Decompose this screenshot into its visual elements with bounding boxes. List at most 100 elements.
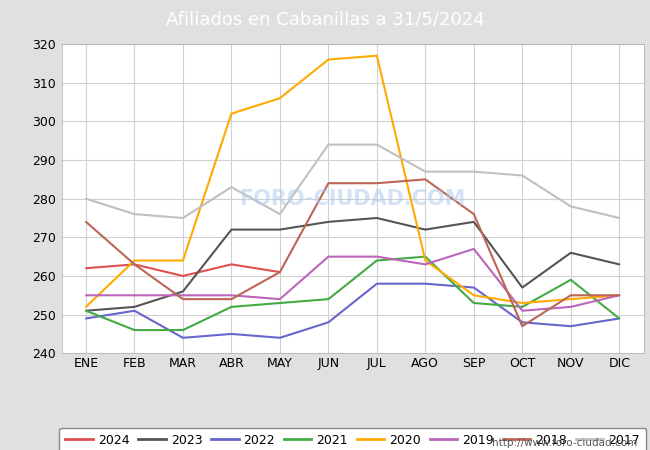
2018 <box>519 324 526 329</box>
2018 <box>227 297 235 302</box>
2021 <box>227 304 235 310</box>
2023 <box>324 219 332 225</box>
2019 <box>227 292 235 298</box>
2017 <box>616 215 623 220</box>
2021 <box>470 300 478 306</box>
2023 <box>82 308 90 314</box>
2021 <box>567 277 575 283</box>
2022 <box>276 335 284 341</box>
Line: 2020: 2020 <box>86 56 619 307</box>
2023 <box>567 250 575 256</box>
2018 <box>179 297 187 302</box>
2017 <box>324 142 332 147</box>
2019 <box>567 304 575 310</box>
2018 <box>567 292 575 298</box>
2023 <box>519 285 526 290</box>
2018 <box>82 219 90 225</box>
2023 <box>470 219 478 225</box>
2017 <box>373 142 381 147</box>
2024 <box>82 266 90 271</box>
2019 <box>421 261 429 267</box>
2020 <box>324 57 332 62</box>
2022 <box>324 320 332 325</box>
2021 <box>616 316 623 321</box>
2024 <box>276 270 284 275</box>
2023 <box>616 261 623 267</box>
Text: http://www.foro-ciudad.com: http://www.foro-ciudad.com <box>492 438 637 448</box>
2022 <box>131 308 138 314</box>
Text: FORO-CIUDAD.COM: FORO-CIUDAD.COM <box>239 189 466 209</box>
2023 <box>227 227 235 232</box>
2024 <box>179 273 187 279</box>
2019 <box>373 254 381 259</box>
2021 <box>82 308 90 314</box>
2020 <box>131 258 138 263</box>
Line: 2024: 2024 <box>86 264 280 276</box>
2023 <box>421 227 429 232</box>
2018 <box>421 177 429 182</box>
2021 <box>421 254 429 259</box>
2021 <box>131 327 138 333</box>
2022 <box>519 320 526 325</box>
2017 <box>470 169 478 174</box>
2020 <box>227 111 235 117</box>
2018 <box>276 270 284 275</box>
2024 <box>227 261 235 267</box>
2017 <box>227 184 235 190</box>
2018 <box>616 292 623 298</box>
2020 <box>470 292 478 298</box>
Line: 2017: 2017 <box>86 144 619 218</box>
2022 <box>82 316 90 321</box>
2020 <box>567 297 575 302</box>
2019 <box>276 297 284 302</box>
2018 <box>131 261 138 267</box>
2019 <box>616 292 623 298</box>
2020 <box>373 53 381 58</box>
2022 <box>567 324 575 329</box>
2021 <box>276 300 284 306</box>
2022 <box>179 335 187 341</box>
2021 <box>519 304 526 310</box>
Legend: 2024, 2023, 2022, 2021, 2020, 2019, 2018, 2017: 2024, 2023, 2022, 2021, 2020, 2019, 2018… <box>59 428 646 450</box>
2017 <box>131 212 138 217</box>
2023 <box>131 304 138 310</box>
2017 <box>567 204 575 209</box>
2017 <box>276 212 284 217</box>
2022 <box>616 316 623 321</box>
2024 <box>131 261 138 267</box>
2018 <box>470 212 478 217</box>
2019 <box>519 308 526 314</box>
2017 <box>421 169 429 174</box>
2021 <box>179 327 187 333</box>
2022 <box>470 285 478 290</box>
2021 <box>324 297 332 302</box>
Line: 2021: 2021 <box>86 256 619 330</box>
2020 <box>82 304 90 310</box>
Line: 2022: 2022 <box>86 284 619 338</box>
2019 <box>324 254 332 259</box>
2019 <box>131 292 138 298</box>
2019 <box>470 246 478 252</box>
2018 <box>324 180 332 186</box>
2017 <box>519 173 526 178</box>
2023 <box>373 215 381 220</box>
2022 <box>421 281 429 286</box>
Text: Afiliados en Cabanillas a 31/5/2024: Afiliados en Cabanillas a 31/5/2024 <box>166 11 484 29</box>
2019 <box>82 292 90 298</box>
Line: 2018: 2018 <box>86 180 619 326</box>
2023 <box>276 227 284 232</box>
2022 <box>227 331 235 337</box>
2017 <box>82 196 90 201</box>
2023 <box>179 289 187 294</box>
2020 <box>179 258 187 263</box>
2021 <box>373 258 381 263</box>
2018 <box>373 180 381 186</box>
Line: 2023: 2023 <box>86 218 619 311</box>
2017 <box>179 215 187 220</box>
Line: 2019: 2019 <box>86 249 619 311</box>
2020 <box>421 258 429 263</box>
2020 <box>276 95 284 101</box>
2020 <box>519 300 526 306</box>
2022 <box>373 281 381 286</box>
2020 <box>616 292 623 298</box>
